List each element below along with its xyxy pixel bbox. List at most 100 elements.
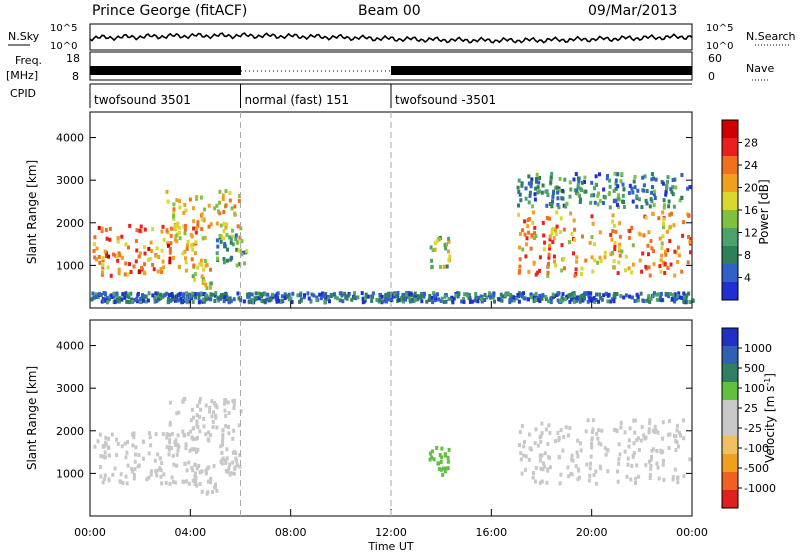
power-cell [647,230,651,235]
power-cell [380,294,384,299]
power-cell [100,229,104,233]
power-cell [196,265,200,270]
velocity-cell [116,441,120,446]
power-cell [668,212,672,217]
power-cell [606,174,609,178]
power-cell [555,224,559,229]
power-cell [556,196,560,201]
power-cell [675,296,679,301]
power-cell [443,243,447,248]
power-cell [198,262,202,267]
power-cell [178,291,182,296]
velocity-cell [647,459,651,464]
velocity-cell [177,410,181,415]
power-cell [185,243,189,248]
velocity-cell [149,472,153,477]
power-cell [522,296,526,301]
velocity-cell [627,438,631,443]
power-cell [237,248,241,253]
power-cell [614,229,618,234]
power-cell [204,282,208,287]
power-cell [238,262,242,267]
power-cell [419,295,423,300]
colorbar-tick-label: 8 [744,249,751,262]
power-cell [528,193,532,198]
power-cell [177,264,181,269]
velocity-cell [111,472,115,477]
velocity-cell [190,447,194,452]
colorbar-swatch [722,382,738,401]
power-cell [98,292,102,297]
power-cell [193,272,197,277]
power-cell [287,292,291,297]
power-cell [203,207,206,212]
velocity-cell [675,423,679,428]
power-cell [522,291,525,296]
velocity-cell [232,402,236,407]
velocity-cell [110,432,114,437]
power-cell [222,292,225,297]
x-tick-label: 20:00 [576,526,608,539]
power-cell [619,179,623,184]
power-cell [429,245,433,250]
power-cell [430,264,434,269]
velocity-cell [631,453,635,458]
power-cell [680,173,684,177]
power-cell [168,250,172,255]
power-cell [631,262,635,267]
power-cell [517,212,520,217]
velocity-cell [589,461,592,466]
power-cell [310,292,314,297]
noise-right-bottom-tick: 10^0 [706,41,733,52]
power-cell [594,182,598,187]
power-cell [590,235,594,240]
power-cell [665,229,669,234]
power-cell [590,193,594,198]
power-cell [218,189,222,194]
power-cell [191,291,195,296]
power-cell [413,294,417,299]
power-cell [216,244,220,249]
velocity-cell [133,459,137,464]
power-cell [652,249,655,253]
power-cell [371,291,375,296]
power-cell [162,237,166,242]
power-cell [548,243,552,248]
velocity-cell [188,448,192,453]
velocity-cell [587,478,591,483]
power-cell [448,254,452,259]
power-cell [209,294,213,299]
power-cell [135,228,139,233]
power-cell [356,295,360,300]
velocity-cell [632,451,636,456]
velocity-cell [438,453,442,458]
power-cell [613,243,617,248]
power-cell [350,297,354,302]
power-cell [467,295,471,300]
velocity-cell [177,444,181,449]
power-cell [181,251,185,256]
velocity-cell [436,461,440,466]
velocity-cell [192,426,196,431]
power-cell [545,297,548,302]
velocity-cell [121,480,125,485]
velocity-cell [576,438,580,443]
power-cell [671,178,675,183]
power-cell [547,261,550,266]
velocity-cell [224,461,228,466]
power-cell [590,297,594,302]
power-cell [241,250,245,255]
velocity-cell [538,454,542,459]
velocity-cell [536,443,540,448]
colorbar-tick-label: -100 [744,442,769,455]
power-cell [654,177,658,182]
noise-y-top-tick: 10^5 [50,23,77,34]
power-cell [640,205,644,210]
velocity-cell [534,466,538,470]
velocity-cell [441,466,445,471]
power-cell [583,296,586,301]
power-cell [191,206,195,211]
velocity-cell [182,397,186,402]
power-cell [681,233,685,238]
velocity-cell [616,469,619,474]
